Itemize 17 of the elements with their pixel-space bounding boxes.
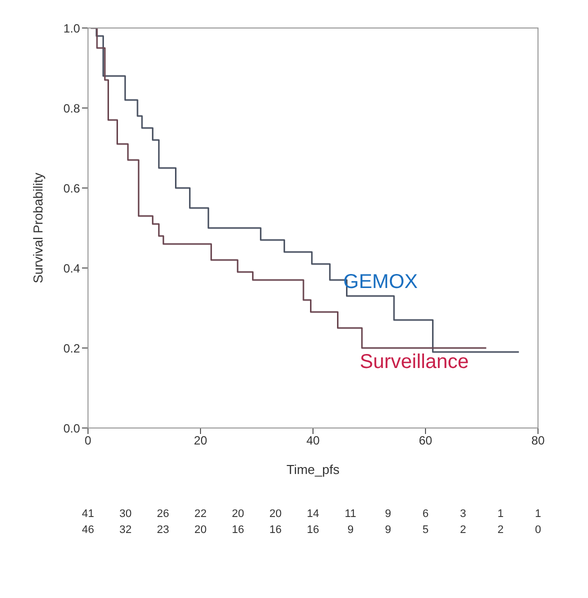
x-axis-title: Time_pfs bbox=[286, 462, 340, 477]
x-tick-label: 40 bbox=[306, 434, 320, 448]
x-tick-label: 20 bbox=[194, 434, 208, 448]
y-tick-label: 0.4 bbox=[63, 261, 80, 276]
text: 41 30 26 22 20 20 14 11 9 6 3 1 1 bbox=[82, 508, 542, 520]
text: 46 32 23 20 16 16 16 9 9 5 2 2 0 bbox=[82, 524, 542, 536]
y-tick-label: 0.2 bbox=[63, 341, 80, 356]
y-tick-label: 0.0 bbox=[63, 421, 80, 436]
y-axis-title: Survival Probability bbox=[30, 172, 46, 284]
x-tick-label: 0 bbox=[84, 434, 92, 448]
y-tick-label: 1.0 bbox=[63, 21, 80, 36]
x-tick-label: 80 bbox=[531, 434, 545, 448]
y-tick-label: 0.8 bbox=[63, 101, 80, 116]
y-tick-label: 0.6 bbox=[63, 181, 80, 196]
x-tick-label: 60 bbox=[418, 434, 432, 448]
series-label: Surveillance bbox=[360, 351, 469, 373]
series-label: GEMOX bbox=[343, 271, 418, 293]
